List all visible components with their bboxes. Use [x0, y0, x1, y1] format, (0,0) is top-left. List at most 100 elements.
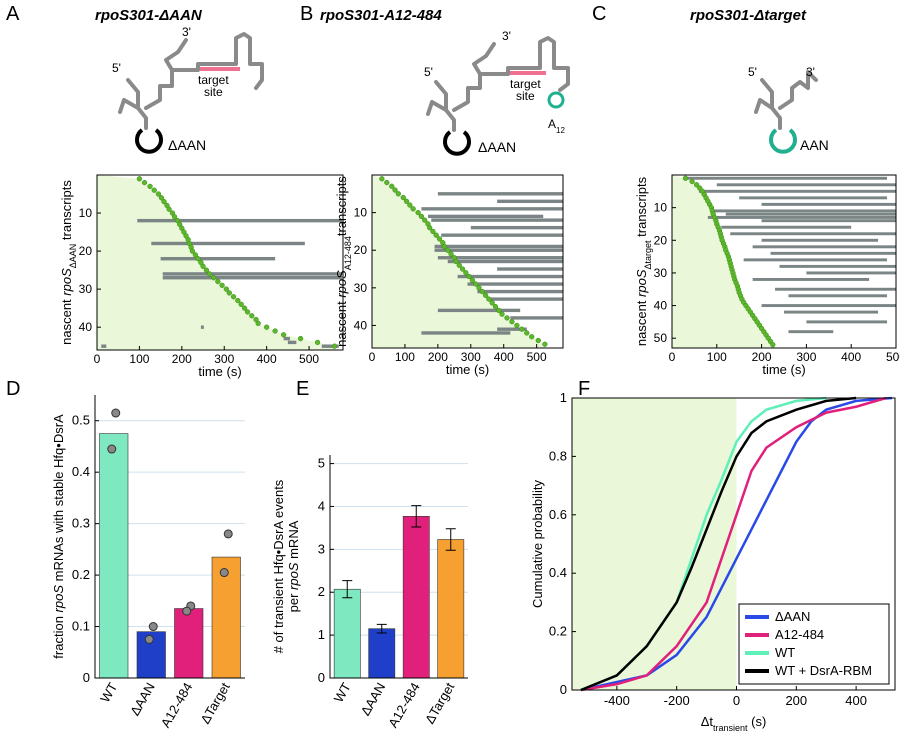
x-tick-label: 400: [845, 693, 867, 708]
axes: [94, 395, 245, 679]
binding-event: [721, 225, 852, 229]
label-part: transient: [713, 723, 748, 733]
label-part: (s): [748, 714, 767, 729]
panel-labels: A B C D E F: [6, 3, 606, 400]
diagram-c: rpoS301-Δtarget 5' 3' AAN: [690, 7, 829, 154]
x-tick-label: 400: [841, 350, 861, 364]
transcription-dot: [136, 176, 143, 182]
x-tick-label: 500: [299, 352, 319, 366]
binding-event: [477, 289, 563, 294]
x-tick-label: A12-484: [158, 680, 196, 730]
transcription-dot: [415, 209, 421, 216]
transcription-dot: [392, 187, 398, 193]
panel-label: E: [296, 378, 309, 400]
y-axis-label: # of transient Hfq•DsrA events: [271, 479, 286, 653]
binding-event: [806, 271, 896, 275]
transcription-dot: [436, 236, 443, 242]
shade: [572, 398, 737, 690]
target-label: site: [516, 89, 535, 103]
y-tick-label: 40: [79, 320, 93, 334]
transcription-dot: [238, 301, 244, 307]
replicate-point: [148, 622, 158, 632]
transcription-dot: [479, 288, 485, 295]
plot-frame: [96, 174, 344, 351]
label-part: nascent: [634, 297, 649, 346]
label-part: Cumulative probability: [530, 480, 545, 608]
binding-event: [467, 282, 563, 286]
y-axis-label: per rpoS mRNA: [286, 520, 301, 612]
bar: [368, 628, 396, 679]
target-label: target: [510, 77, 541, 91]
transcription-dot: [770, 342, 776, 348]
loop-label: AAN: [800, 137, 829, 153]
y-axis-label: Cumulative probability: [530, 480, 545, 608]
y-tick-label: 0: [83, 670, 90, 685]
x-tick-label: 400: [494, 350, 514, 364]
five-prime: 5': [112, 61, 121, 75]
binding-event: [497, 267, 563, 271]
binding-event: [730, 232, 896, 236]
transcription-dot: [407, 202, 413, 208]
label-part: nascent: [334, 298, 349, 347]
binding-event: [437, 256, 563, 260]
binding-event: [770, 251, 896, 255]
bar: [99, 433, 129, 679]
legend-label: WT: [775, 645, 795, 660]
y-tick-label: 20: [79, 244, 93, 258]
panel-label: B: [300, 3, 313, 25]
binding-event: [725, 212, 896, 216]
label-part: ΔAAN: [68, 244, 78, 269]
transcription-dot: [448, 251, 454, 257]
binding-event: [779, 264, 896, 268]
x-tick-label: 100: [129, 352, 149, 366]
transcription-dot: [426, 225, 433, 231]
label-part: fraction: [51, 612, 66, 658]
transcription-dot: [524, 330, 530, 336]
transcription-dot: [166, 206, 172, 212]
y-tick-label: 3: [318, 541, 325, 556]
y-axis-label: nascent rpoSA12-484transcripts: [334, 176, 353, 347]
replicate-point: [219, 568, 229, 578]
transcription-dot: [489, 300, 495, 306]
plot-frame: [671, 174, 897, 349]
transcription-dot: [693, 182, 700, 188]
binding-event: [761, 202, 896, 206]
label-part: A12-484: [343, 236, 353, 270]
binding-event: [151, 241, 305, 246]
tail-label: A12: [548, 117, 565, 135]
bar: [174, 608, 204, 679]
binding-event: [788, 330, 834, 334]
binding-event: [421, 207, 563, 211]
transcription-dot: [241, 305, 248, 311]
axes: [329, 455, 468, 679]
five-prime: 5': [424, 65, 433, 79]
transcription-dot: [171, 214, 178, 220]
y-axis-label: fraction rpoS mRNAs with stable Hfq•DsrA: [51, 414, 66, 659]
error-bar: [411, 505, 422, 528]
transcription-dot: [384, 179, 390, 186]
transcription-dot: [195, 256, 201, 262]
x-tick-label: 500: [527, 350, 547, 364]
y-tick-label: 2: [318, 584, 325, 599]
transcription-dot: [226, 290, 232, 296]
replicate-point: [144, 634, 154, 644]
x-tick-label: 0: [94, 352, 101, 366]
binding-event: [434, 248, 563, 252]
transcription-dot: [445, 247, 451, 253]
panel-label: F: [578, 378, 590, 400]
binding-event: [752, 245, 896, 249]
x-tick-label: ΔAAN: [358, 680, 389, 718]
transcription-dot: [400, 194, 406, 201]
transcription-dot: [215, 278, 221, 285]
transcription-dot: [203, 267, 210, 273]
transcription-dot: [255, 320, 261, 327]
label-part: transcripts: [334, 176, 349, 236]
x-tick-label: 200: [172, 352, 192, 366]
binding-event: [427, 214, 544, 219]
label-part: Δtarget: [643, 240, 653, 270]
x-tick-label: 200: [752, 350, 772, 364]
binding-event: [761, 219, 896, 223]
y-tick-label: 0.4: [549, 565, 567, 580]
transcription-dot: [682, 175, 689, 181]
y-tick-label: 50: [654, 331, 668, 345]
